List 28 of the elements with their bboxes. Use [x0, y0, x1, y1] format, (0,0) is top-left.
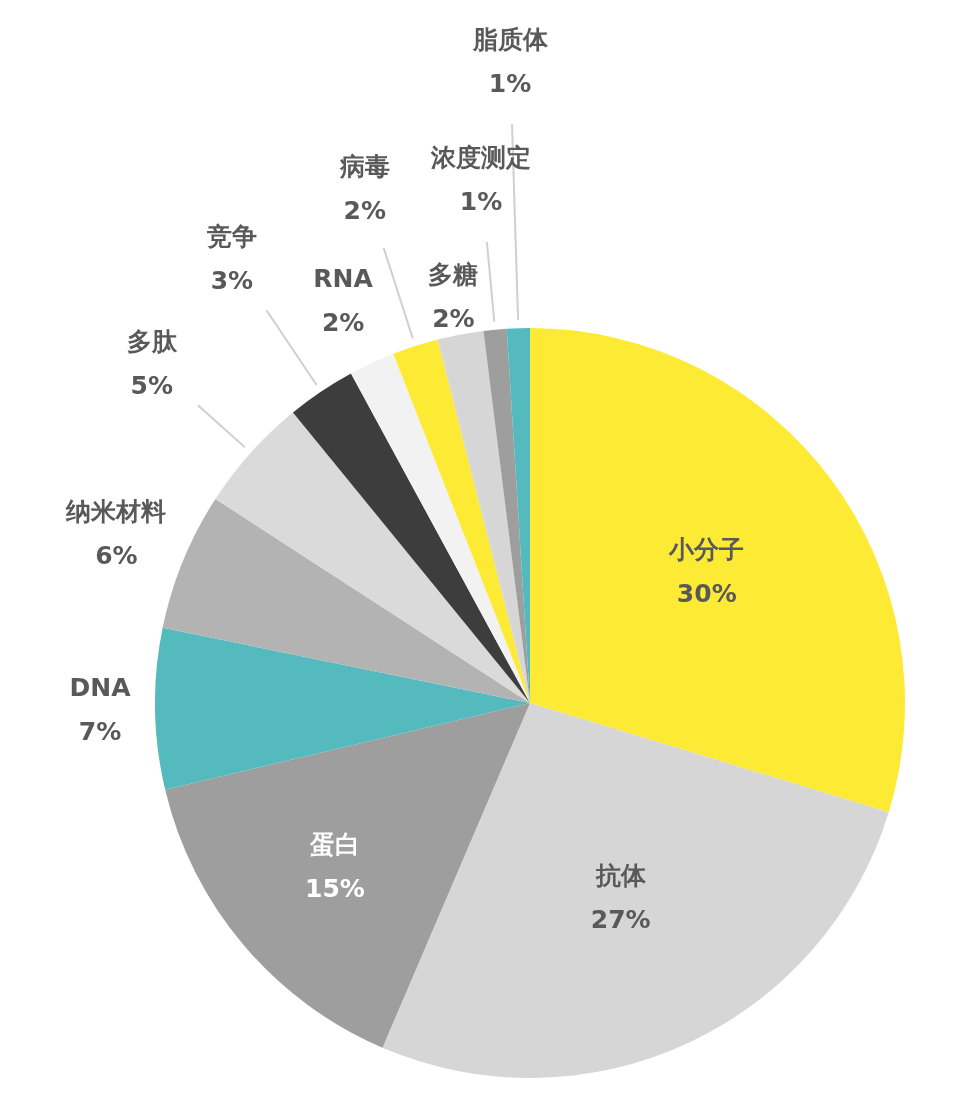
- slice-label: 脂质体: [471, 25, 549, 55]
- slice-label: 浓度测定: [430, 143, 532, 173]
- data-label: 6%: [95, 540, 138, 570]
- slice-label: 纳米材料: [65, 496, 167, 526]
- slice-label: 抗体: [594, 860, 647, 890]
- pie-slice: [350, 353, 530, 703]
- slice-label: 病毒: [338, 151, 390, 181]
- slice-label: 竞争: [205, 221, 257, 251]
- slice-label: 小分子: [668, 535, 745, 565]
- data-label: 15%: [305, 874, 365, 904]
- slice-label: RNA: [313, 264, 374, 294]
- data-label: 1%: [488, 69, 532, 99]
- data-label: 2%: [343, 195, 386, 225]
- data-label: 5%: [130, 370, 173, 400]
- data-label: 7%: [78, 716, 122, 746]
- pie-slice: [165, 703, 530, 1048]
- data-label: 1%: [459, 187, 503, 217]
- data-label: 3%: [210, 265, 254, 295]
- data-label: 30%: [676, 579, 737, 609]
- slice-label: DNA: [69, 672, 132, 702]
- data-label: 2%: [432, 304, 475, 334]
- slice-label: 多肽: [126, 326, 178, 356]
- slice-label: 多糖: [428, 260, 479, 290]
- slice-label: 蛋白: [308, 830, 360, 860]
- data-label: 27%: [590, 904, 651, 934]
- data-label: 2%: [321, 308, 365, 338]
- pie-slice: [292, 373, 530, 703]
- pie-slice: [155, 627, 530, 790]
